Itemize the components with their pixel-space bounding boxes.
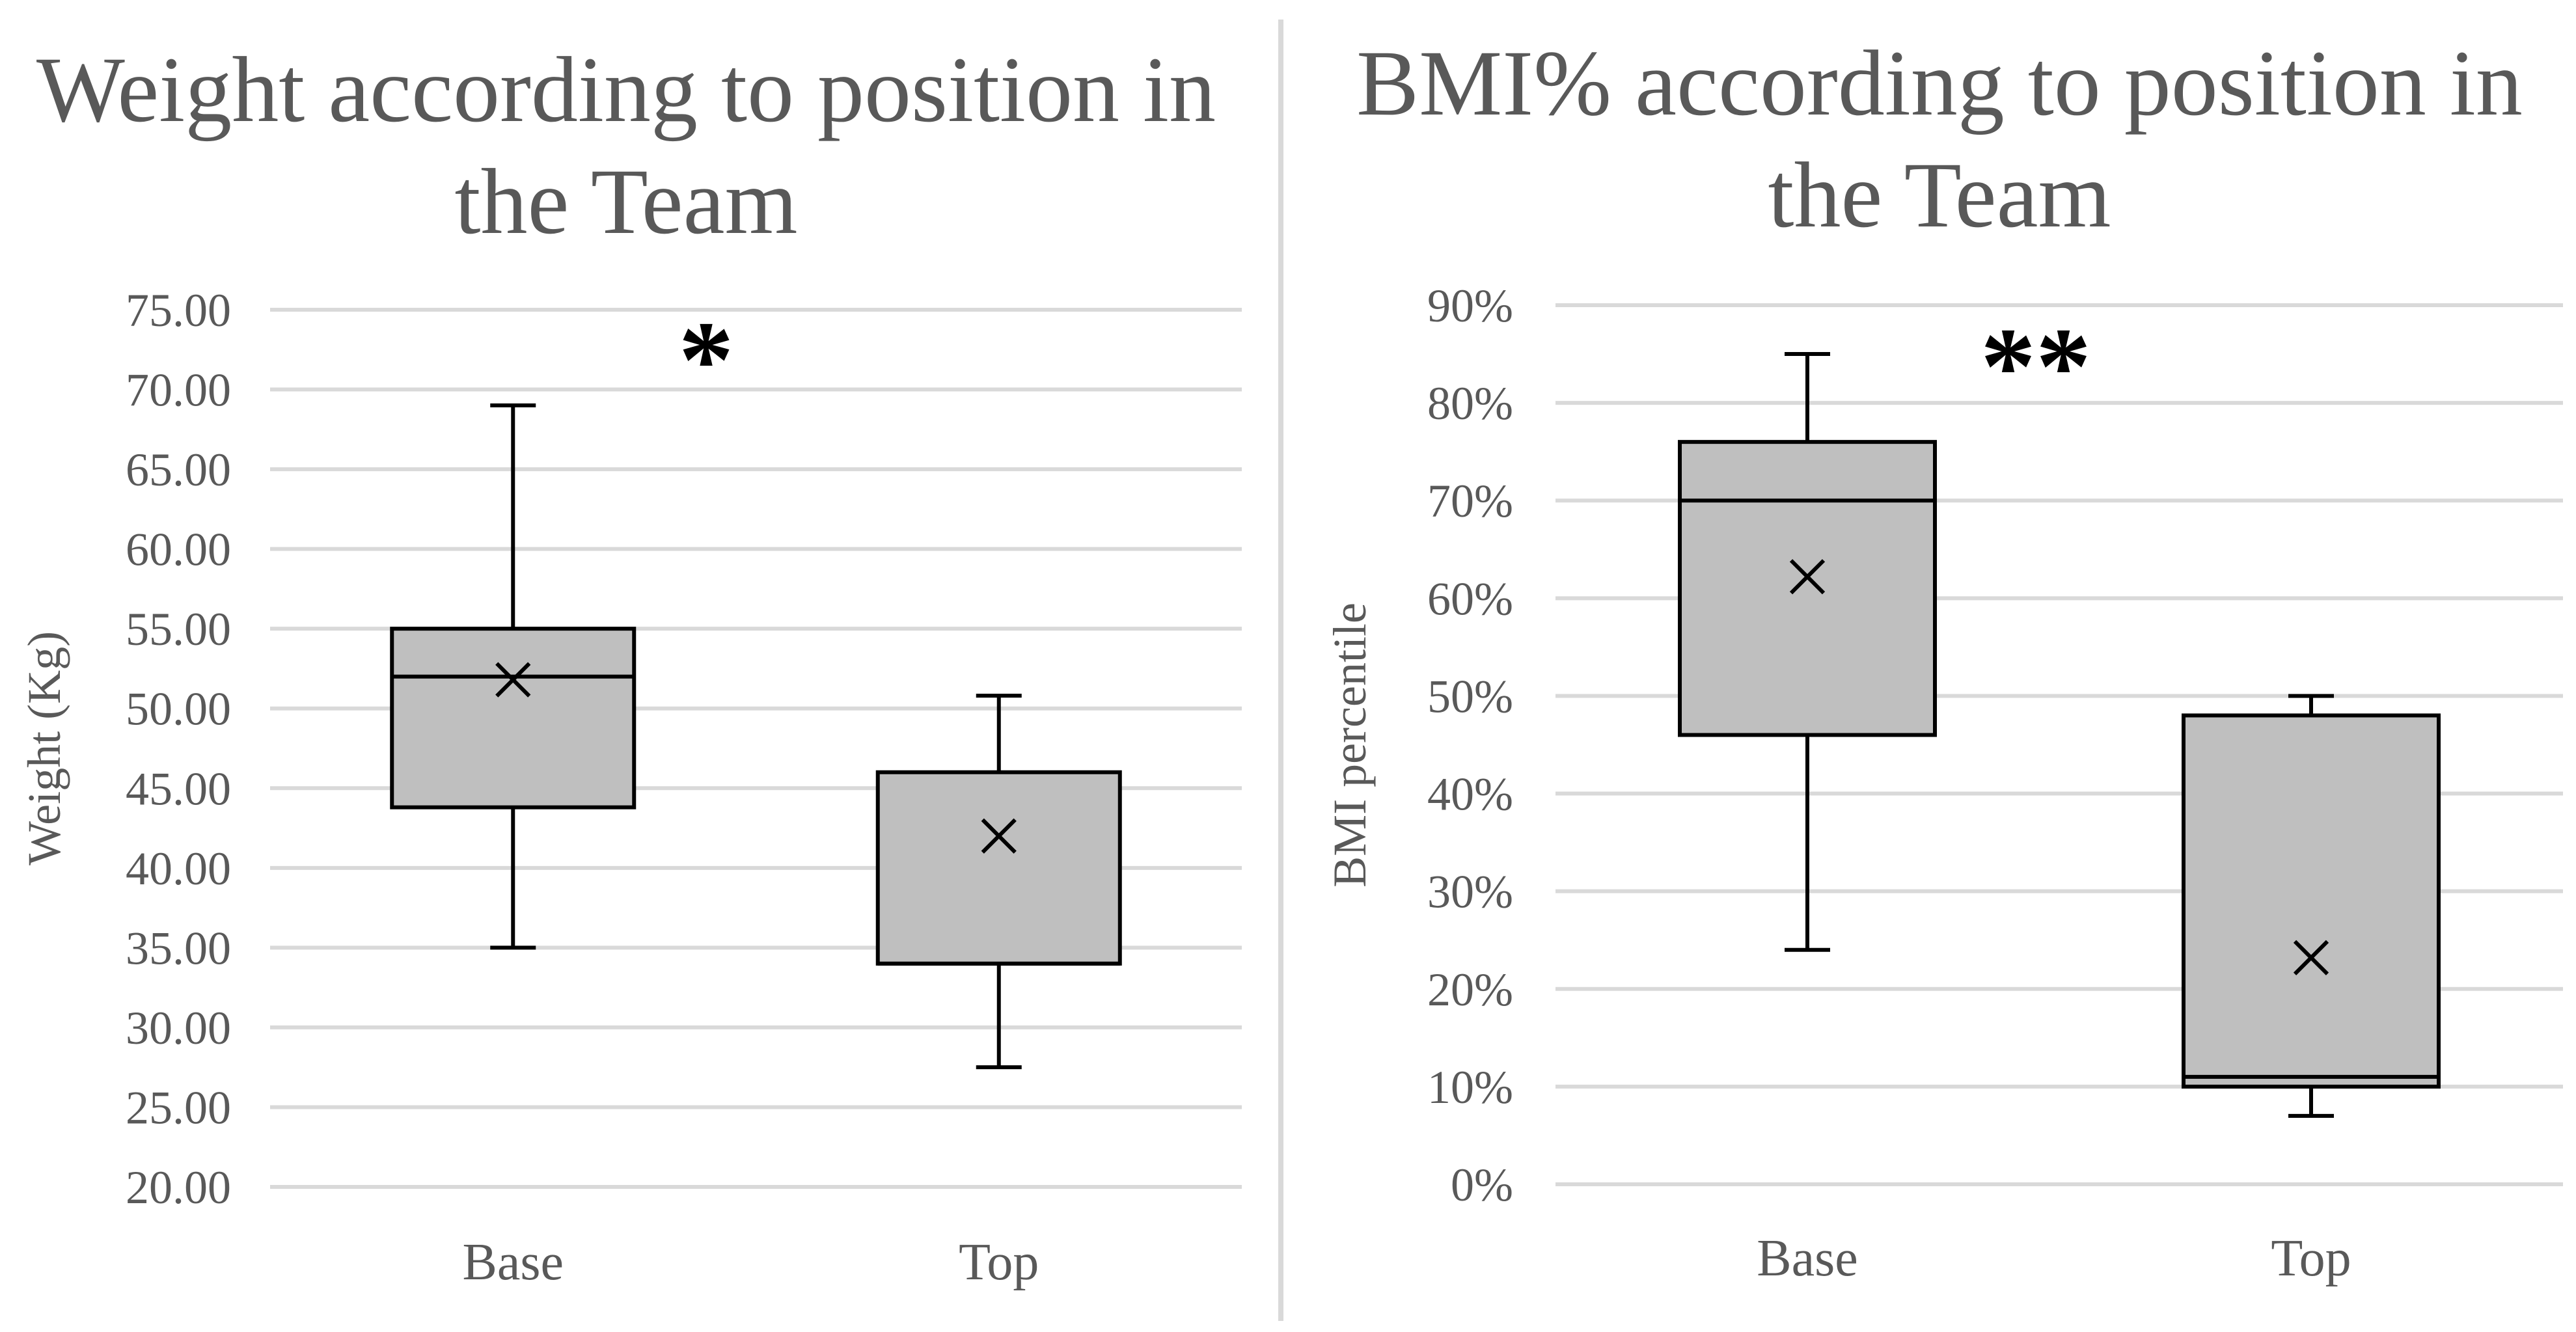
bmi-chart: BMI% according to position in the Team B…: [1324, 32, 2563, 1287]
weight-chart-y-tick-label: 20.00: [126, 1162, 231, 1214]
bmi-chart-x-tick-top: Top: [2271, 1230, 2351, 1287]
bmi-chart-y-tick-label: 20%: [1427, 964, 1513, 1016]
bmi-chart-significance-mark: **: [1980, 305, 2091, 428]
interquartile-box: [2182, 713, 2441, 1089]
weight-chart-y-tick-label: 30.00: [126, 1002, 231, 1054]
weight-chart-y-tick-label: 75.00: [126, 284, 231, 336]
weight-chart-x-tick-base: Base: [462, 1234, 564, 1291]
mean-marker-stroke: [981, 818, 1017, 854]
weight-chart-significance-mark: *: [679, 299, 734, 421]
bmi-chart-y-tick-label: 70%: [1427, 475, 1513, 527]
weight-chart-y-tick-label: 25.00: [126, 1081, 231, 1134]
weight-chart-box-base: [390, 403, 637, 950]
bmi-chart-y-tick-label: 90%: [1427, 280, 1513, 332]
bmi-chart-x-tick-base: Base: [1757, 1230, 1858, 1287]
weight-chart-y-tick-label: 35.00: [126, 922, 231, 974]
weight-chart-y-tick-label: 60.00: [126, 524, 231, 576]
weight-chart-box-top: [875, 694, 1122, 1070]
bmi-chart-y-tick-label: 30%: [1427, 866, 1513, 918]
bmi-chart-boxes: [1678, 352, 2441, 1118]
bmi-chart-y-tick-label: 50%: [1427, 670, 1513, 722]
interquartile-box: [390, 627, 637, 809]
bmi-chart-y-tick-label: 60%: [1427, 573, 1513, 625]
bmi-chart-title-line-1: BMI% according to position in: [1356, 32, 2523, 135]
weight-chart-y-axis-title: Weight (Kg): [18, 631, 70, 865]
bmi-chart-y-ticks: 0% 10% 20% 30% 40% 50% 60% 70% 80% 90%: [1427, 280, 1513, 1211]
interquartile-box: [1678, 440, 1937, 737]
mean-marker-stroke: [1789, 559, 1826, 595]
weight-chart-y-ticks: 20.00 25.00 30.00 35.00 40.00 45.00 50.00 55.00…: [126, 284, 231, 1214]
weight-chart-y-tick-label: 50.00: [126, 683, 231, 735]
bmi-chart-y-axis-title: BMI percentile: [1324, 603, 1376, 888]
weight-chart-title-line-2: the Team: [454, 150, 797, 254]
bmi-chart-y-tick-label: 40%: [1427, 768, 1513, 821]
bmi-chart-y-tick-label: 10%: [1427, 1061, 1513, 1113]
interquartile-box: [875, 770, 1122, 966]
bmi-chart-y-tick-label: 0%: [1451, 1159, 1513, 1211]
weight-chart-boxes: [390, 403, 1122, 1070]
weight-chart-x-ticks: Base Top: [462, 1234, 1039, 1291]
bmi-chart-x-ticks: Base Top: [1757, 1230, 2351, 1287]
bmi-chart-y-tick-label: 80%: [1427, 377, 1513, 429]
bmi-chart-box-top: [2182, 694, 2441, 1118]
mean-marker-stroke: [495, 662, 531, 698]
weight-chart: Weight according to position in the Team…: [18, 38, 1242, 1291]
weight-chart-y-tick-label: 45.00: [126, 763, 231, 815]
bmi-chart-box-base: [1678, 352, 1937, 952]
weight-chart-y-tick-label: 70.00: [126, 364, 231, 416]
weight-chart-y-tick-label: 55.00: [126, 603, 231, 655]
mean-marker-stroke: [2293, 940, 2329, 975]
weight-chart-y-tick-label: 65.00: [126, 444, 231, 496]
weight-chart-title-line-1: Weight according to position in: [36, 38, 1216, 142]
weight-chart-y-tick-label: 40.00: [126, 843, 231, 895]
bmi-chart-title-line-2: the Team: [1768, 144, 2111, 247]
weight-chart-x-tick-top: Top: [959, 1234, 1039, 1291]
